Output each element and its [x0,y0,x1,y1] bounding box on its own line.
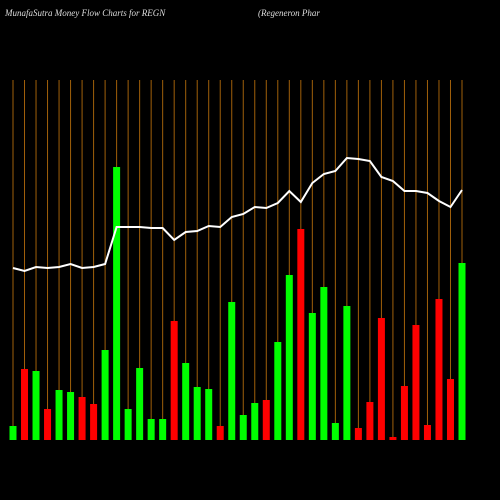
bar [262,400,270,440]
bar [343,306,351,440]
bar [44,409,52,440]
bar [285,275,293,440]
bar [423,425,431,440]
bar [147,419,155,440]
line [12,156,463,273]
bar [136,368,144,440]
bar [32,371,40,440]
bar [446,379,454,440]
chart-title: MunafaSutra Money Flow Charts for REGN [4,8,166,18]
bar [101,350,109,440]
bar [274,342,282,440]
bar [124,409,132,440]
bar [216,426,224,440]
bar [320,287,328,440]
bar [182,363,190,440]
bar [170,321,178,440]
bar [205,389,213,440]
bar [55,390,63,440]
bar [389,437,397,440]
bar [366,402,374,440]
bar [435,299,443,440]
bar [9,426,17,440]
bar [21,369,29,440]
bar [78,397,86,440]
bar [113,167,121,440]
bar [308,313,316,440]
bar [90,404,98,440]
bar [297,229,305,440]
bar [377,318,385,440]
bar [354,428,362,440]
bar [412,325,420,440]
bar [458,263,466,440]
bar [251,403,259,440]
bar [193,387,201,440]
bar [228,302,236,440]
bar [400,386,408,440]
bar [239,415,247,440]
bar [159,419,167,440]
chart-subtitle: (Regeneron Phar [258,8,320,18]
bar [67,392,75,440]
bar [331,423,339,440]
